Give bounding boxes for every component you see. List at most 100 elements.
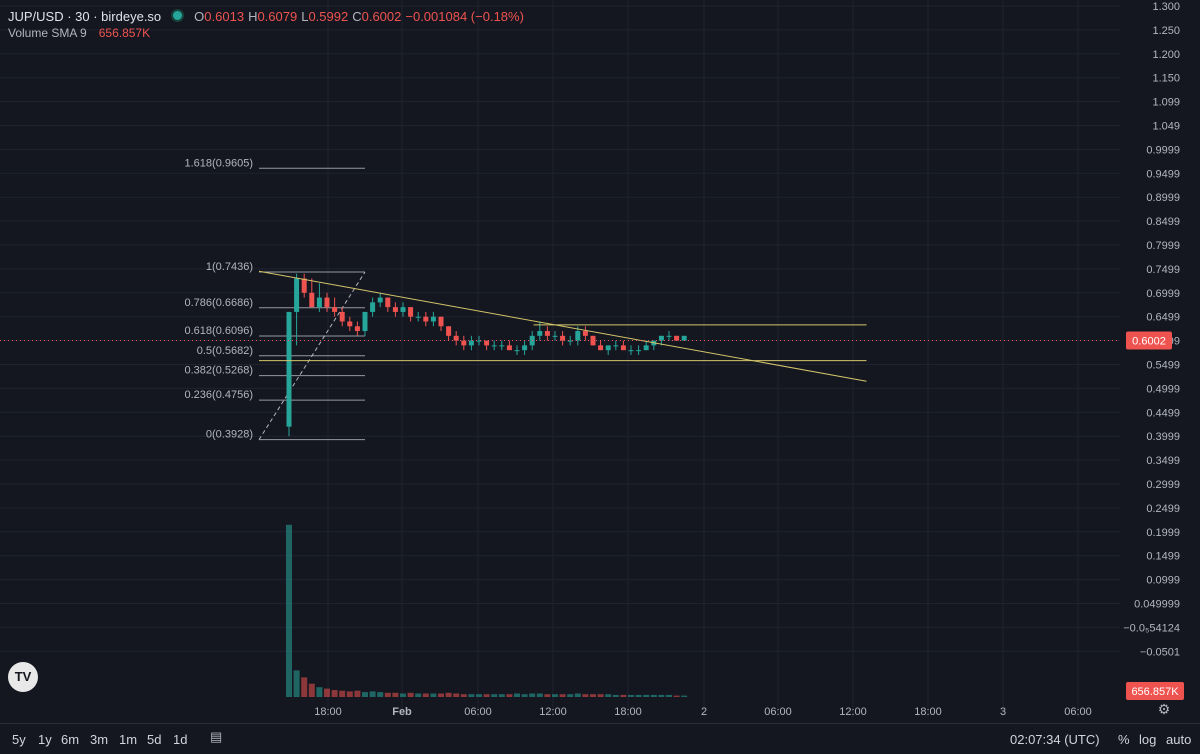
change-value: −0.001084 (−0.18%) (405, 9, 524, 24)
candle-body (575, 331, 581, 341)
volume-bar (529, 693, 536, 697)
candle-body (286, 311, 292, 427)
time-tick-label: 06:00 (464, 706, 492, 718)
volume-bar (605, 694, 612, 697)
candle-body (598, 345, 604, 351)
volume-bar (673, 695, 680, 697)
candle-body (301, 278, 307, 293)
time-tick-label: Feb (392, 706, 412, 718)
current-price-badge (1126, 331, 1172, 350)
volume-bar (567, 694, 574, 697)
volume-bar (590, 694, 596, 697)
volume-bar (536, 693, 543, 697)
tradingview-logo-icon[interactable]: TV (8, 662, 38, 692)
candle-body (347, 321, 353, 327)
fib-level-label: 0.236(0.4756) (185, 389, 254, 401)
volume-bar (392, 692, 399, 697)
candle-body (415, 316, 421, 318)
time-tick-label: 06:00 (1064, 706, 1092, 718)
candle-body (423, 316, 429, 322)
volume-bar (346, 691, 353, 697)
candle-body (491, 345, 497, 347)
gear-icon[interactable]: ⚙ (1157, 701, 1171, 717)
candle-body (552, 335, 558, 337)
candle-body (354, 326, 360, 332)
volume-bar (422, 693, 429, 697)
volume-bar (597, 694, 604, 697)
candle-body (506, 345, 512, 351)
candle-body (613, 345, 619, 347)
volume-bar (301, 677, 308, 697)
fib-level-label: 0.5(0.5682) (197, 345, 253, 357)
volume-bar (468, 694, 475, 697)
utc-clock[interactable]: 02:07:34 (UTC) (1010, 732, 1100, 747)
price-tick-label: 1.250 (1152, 25, 1180, 37)
fib-level-label: 1(0.7436) (206, 261, 253, 273)
timeframe-1m[interactable]: 1m (119, 732, 138, 747)
log-toggle[interactable]: log (1139, 732, 1157, 747)
volume-bar (308, 683, 315, 697)
candle-body (658, 335, 664, 341)
calendar-icon[interactable]: ▤ (210, 729, 223, 744)
candle-body (332, 307, 338, 312)
volume-bar (498, 694, 505, 697)
time-tick-label: 06:00 (764, 706, 792, 718)
auto-toggle[interactable]: auto (1166, 732, 1192, 747)
candle-body (377, 297, 383, 303)
candle-body (560, 335, 566, 341)
volume-bar (286, 524, 292, 697)
timeframe-3m[interactable]: 3m (90, 732, 109, 747)
timeframe-5d[interactable]: 5d (147, 732, 162, 747)
volume-bar (650, 694, 657, 697)
candle-body (385, 297, 391, 308)
candle-body (666, 335, 672, 337)
candle-body (430, 316, 436, 322)
price-tick-label: 0.6999 (1146, 288, 1180, 300)
fib-level-label: 0.382(0.5268) (185, 365, 254, 377)
fib-diagonal (258, 271, 366, 440)
volume-bar (552, 694, 558, 697)
percent-toggle[interactable]: % (1118, 732, 1130, 747)
timeframe-1y[interactable]: 1y (38, 732, 52, 747)
timeframe-5y[interactable]: 5y (12, 732, 26, 747)
candle-body (408, 307, 414, 317)
candle-body (309, 292, 315, 308)
price-tick-label: 1.200 (1152, 49, 1180, 61)
price-chart[interactable]: 1.300 1.250 1.200 1.150 1.099 1.049 0.9999 0.94… (0, 0, 1200, 723)
fib-level-label: 0(0.3928) (206, 429, 253, 441)
volume-bar (407, 692, 414, 697)
candle-body (316, 297, 322, 308)
volume-bar (574, 693, 581, 697)
volume-bar (491, 694, 498, 697)
volume-indicator-value: 656.857K (98, 26, 151, 40)
volume-indicator-name[interactable]: Volume SMA 9 (8, 26, 87, 40)
timeframe-1d[interactable]: 1d (173, 732, 188, 747)
price-tick-label: 0.049999 (1134, 599, 1180, 611)
volume-badge (1126, 682, 1184, 700)
price-tick-label: 0.0999 (1146, 575, 1180, 587)
timeframe-6m[interactable]: 6m (61, 732, 80, 747)
volume-bar (438, 693, 444, 697)
volume-bar (453, 693, 460, 697)
candle-body (453, 335, 459, 341)
price-tick-label: 0.8499 (1146, 216, 1180, 228)
candle-body (324, 297, 330, 308)
candle-body (294, 278, 300, 312)
price-tick-label: 0.6499 (1146, 312, 1180, 324)
fib-level-label: 0.786(0.6686) (185, 297, 254, 309)
candle-body (582, 331, 588, 336)
candle-body (681, 335, 687, 341)
volume-bar (582, 694, 589, 697)
symbol-title[interactable]: JUP/USD · 30 · birdeye.so (8, 9, 162, 24)
price-tick-label: 0.7499 (1146, 264, 1180, 276)
candle-body (620, 345, 626, 351)
price-tick-label: 0.5499 (1146, 360, 1180, 372)
fib-level-label: 0.618(0.6096) (185, 325, 254, 337)
volume-value-label: 656.857K (1131, 686, 1179, 698)
price-tick-label: 1.099 (1152, 97, 1180, 109)
time-tick-label: 18:00 (314, 706, 342, 718)
volume-bar (681, 695, 688, 697)
price-tick-label: 0.1999 (1146, 527, 1180, 539)
candle-body (499, 345, 505, 347)
candle-body (605, 345, 611, 351)
